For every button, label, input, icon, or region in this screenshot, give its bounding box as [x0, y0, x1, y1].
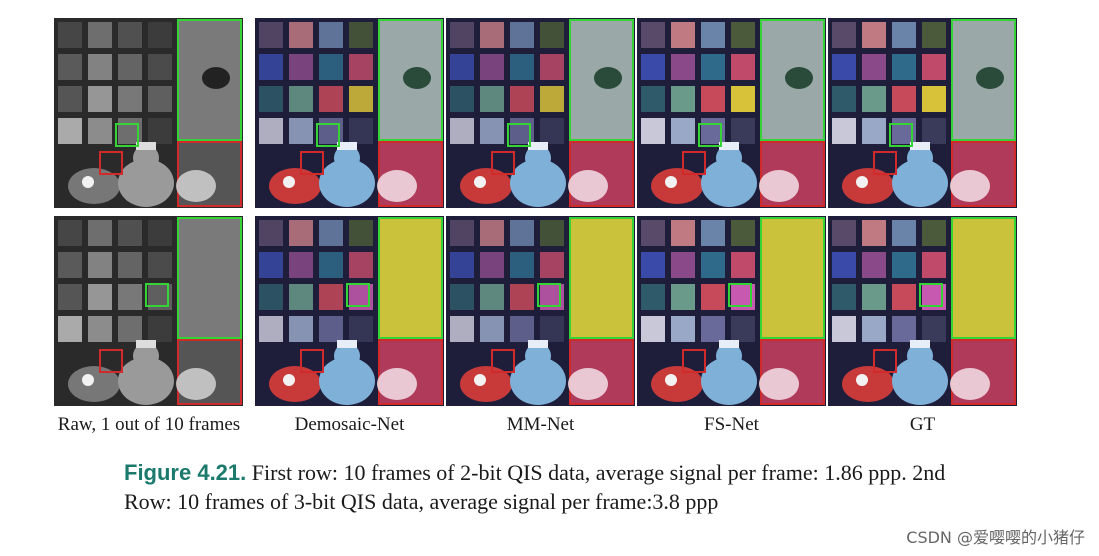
caption-body: First row: 10 frames of 2-bit QIS data, …	[124, 460, 946, 514]
panel-illustration	[446, 216, 635, 406]
column-label-gt: GT	[909, 414, 936, 435]
panel-illustration	[828, 18, 1017, 208]
panel-illustration	[446, 18, 635, 208]
image-panel-gt-row-2bit	[828, 18, 1017, 208]
panel-illustration	[54, 216, 243, 406]
panel-illustration	[637, 216, 826, 406]
panel-illustration	[828, 216, 1017, 406]
image-panel-demosaic-row-2bit	[255, 18, 444, 208]
figure-caption: Figure 4.21. First row: 10 frames of 2-b…	[124, 458, 964, 516]
image-panel-mmnet-row-2bit	[446, 18, 635, 208]
image-panel-fsnet-row-3bit	[637, 216, 826, 406]
column-label-raw: Raw, 1 out of 10 frames	[57, 414, 241, 435]
column-label-fs-net: FS-Net	[704, 414, 759, 435]
caption-heading: Figure 4.21.	[124, 460, 247, 485]
panel-illustration	[54, 18, 243, 208]
column-label-demosaic-net: Demosaic-Net	[294, 414, 405, 435]
image-panel-fsnet-row-2bit	[637, 18, 826, 208]
image-panel-raw-row-2bit	[54, 18, 243, 208]
image-panel-demosaic-row-3bit	[255, 216, 444, 406]
watermark: CSDN @爱嘤嘤的小猪仔	[906, 528, 1085, 547]
panel-illustration	[637, 18, 826, 208]
panel-illustration	[255, 18, 444, 208]
column-label-mm-net: MM-Net	[506, 414, 575, 435]
panel-illustration	[255, 216, 444, 406]
image-panel-mmnet-row-3bit	[446, 216, 635, 406]
figure-grid	[54, 18, 1018, 408]
image-panel-gt-row-3bit	[828, 216, 1017, 406]
image-panel-raw-row-3bit	[54, 216, 243, 406]
